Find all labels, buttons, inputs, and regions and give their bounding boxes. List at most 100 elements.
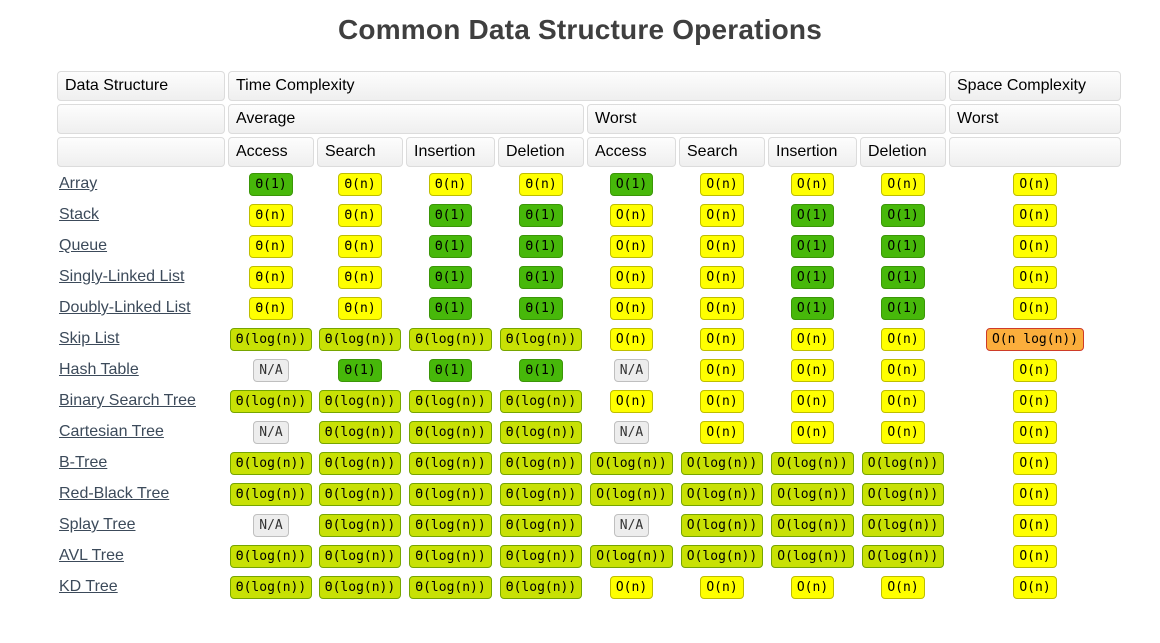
complexity-badge: N/A [253,358,289,382]
structure-link[interactable]: Cartesian Tree [59,423,164,440]
complexity-badge: O(n) [1013,296,1057,320]
data-structure-operations-table: Data Structure Time Complexity Space Com… [54,68,1124,604]
complexity-cell: O(n) [768,418,857,446]
complexity-badge: Θ(1) [428,234,473,258]
complexity-cell: O(1) [768,294,857,322]
complexity-cell: O(log(n)) [587,449,676,477]
complexity-cell: O(log(n)) [860,480,946,508]
complexity-badge: N/A [613,420,650,444]
complexity-cell: O(n) [949,387,1121,415]
header-op-worst-insertion: Insertion [768,137,857,167]
complexity-badge: O(1) [790,203,835,227]
complexity-badge: O(log(n)) [771,513,854,537]
table-row: Cartesian Tree N/A Θ(log(n)) Θ(log(n)) Θ(log… [57,418,1121,446]
complexity-badge: O(1) [881,234,925,258]
structure-link[interactable]: Array [59,175,98,192]
complexity-badge: Θ(log(n)) [318,544,402,568]
complexity-badge: O(n) [700,420,744,444]
complexity-badge: O(n) [1013,234,1057,258]
structure-name-cell: Cartesian Tree [57,418,225,446]
complexity-cell: Θ(1) [498,356,584,384]
table-row: Doubly-Linked List Θ(n) Θ(n) Θ(1) Θ(1) O(n) O(… [57,294,1121,322]
complexity-badge: Θ(log(n)) [409,482,492,506]
structure-link[interactable]: Splay Tree [59,516,136,533]
complexity-cell: O(n) [587,232,676,260]
complexity-badge: Θ(1) [428,265,473,289]
table-row: B-Tree Θ(log(n)) Θ(log(n)) Θ(log(n)) Θ(log(n… [57,449,1121,477]
complexity-cell: Θ(log(n)) [317,325,403,353]
complexity-cell: O(n) [679,201,765,229]
complexity-badge: Θ(log(n)) [499,420,583,444]
complexity-cell: O(n) [768,170,857,198]
complexity-cell: Θ(log(n)) [228,542,314,570]
complexity-cell: O(log(n)) [768,449,857,477]
complexity-badge: O(n) [1013,203,1057,227]
complexity-cell: Θ(log(n)) [406,418,495,446]
complexity-badge: O(log(n)) [861,513,945,537]
complexity-badge: N/A [253,513,289,537]
complexity-badge: Θ(log(n)) [318,420,402,444]
complexity-badge: O(n) [1013,172,1057,196]
complexity-cell: Θ(log(n)) [498,480,584,508]
complexity-badge: O(n) [790,172,835,196]
structure-link[interactable]: B-Tree [59,454,108,471]
complexity-cell: O(n) [768,325,857,353]
complexity-badge: Θ(log(n)) [499,451,583,475]
complexity-cell: Θ(log(n)) [406,449,495,477]
structure-name-cell: Binary Search Tree [57,387,225,415]
complexity-badge: Θ(log(n)) [409,451,492,475]
complexity-badge: O(log(n)) [680,544,764,568]
structure-link[interactable]: Skip List [59,330,120,347]
table-row: AVL Tree Θ(log(n)) Θ(log(n)) Θ(log(n)) Θ(log… [57,542,1121,570]
complexity-cell: O(n log(n)) [949,325,1121,353]
complexity-badge: O(log(n)) [771,451,854,475]
complexity-cell: O(log(n)) [679,542,765,570]
structure-link[interactable]: Queue [59,237,108,254]
complexity-cell: O(n) [949,232,1121,260]
complexity-cell: Θ(1) [406,294,495,322]
complexity-cell: O(n) [949,573,1121,601]
complexity-cell: O(n) [679,263,765,291]
complexity-cell: Θ(log(n)) [498,325,584,353]
complexity-badge: O(n) [700,296,744,320]
complexity-badge: Θ(log(n)) [499,544,583,568]
complexity-badge: Θ(log(n)) [409,544,492,568]
structure-link[interactable]: Doubly-Linked List [59,299,191,316]
complexity-badge: Θ(log(n)) [499,327,583,351]
complexity-cell: O(1) [860,201,946,229]
complexity-cell: O(n) [949,201,1121,229]
complexity-cell: O(n) [587,263,676,291]
structure-link[interactable]: Singly-Linked List [59,268,185,285]
complexity-badge: O(n) [1013,451,1057,475]
structure-link[interactable]: Red-Black Tree [59,485,170,502]
complexity-cell: O(log(n)) [860,542,946,570]
complexity-cell: O(n) [949,418,1121,446]
complexity-cell: Θ(n) [228,201,314,229]
complexity-cell: O(1) [860,263,946,291]
complexity-cell: Θ(n) [317,201,403,229]
complexity-cell: O(n) [587,325,676,353]
complexity-cell: Θ(n) [406,170,495,198]
structure-link[interactable]: KD Tree [59,578,118,595]
complexity-cell: N/A [228,511,314,539]
complexity-cell: O(log(n)) [768,542,857,570]
complexity-badge: O(log(n)) [680,451,764,475]
header-op-avg-search: Search [317,137,403,167]
structure-link[interactable]: Stack [59,206,100,223]
table-row: Array Θ(1) Θ(n) Θ(n) Θ(n) O(1) O(n) O(n) O(n) O(n… [57,170,1121,198]
header-time-complexity: Time Complexity [228,71,946,101]
complexity-badge: O(n) [1013,420,1057,444]
complexity-badge: O(n) [1013,389,1057,413]
structure-link[interactable]: Binary Search Tree [59,392,196,409]
complexity-badge: Θ(1) [428,296,473,320]
header-space-complexity: Space Complexity [949,71,1121,101]
complexity-cell: Θ(log(n)) [406,573,495,601]
complexity-cell: Θ(log(n)) [498,542,584,570]
structure-link[interactable]: Hash Table [59,361,139,378]
complexity-badge: Θ(log(n)) [229,544,313,568]
complexity-cell: Θ(log(n)) [498,387,584,415]
structure-link[interactable]: AVL Tree [59,547,124,564]
complexity-cell: Θ(1) [406,263,495,291]
complexity-cell: Θ(1) [228,170,314,198]
structure-name-cell: Red-Black Tree [57,480,225,508]
